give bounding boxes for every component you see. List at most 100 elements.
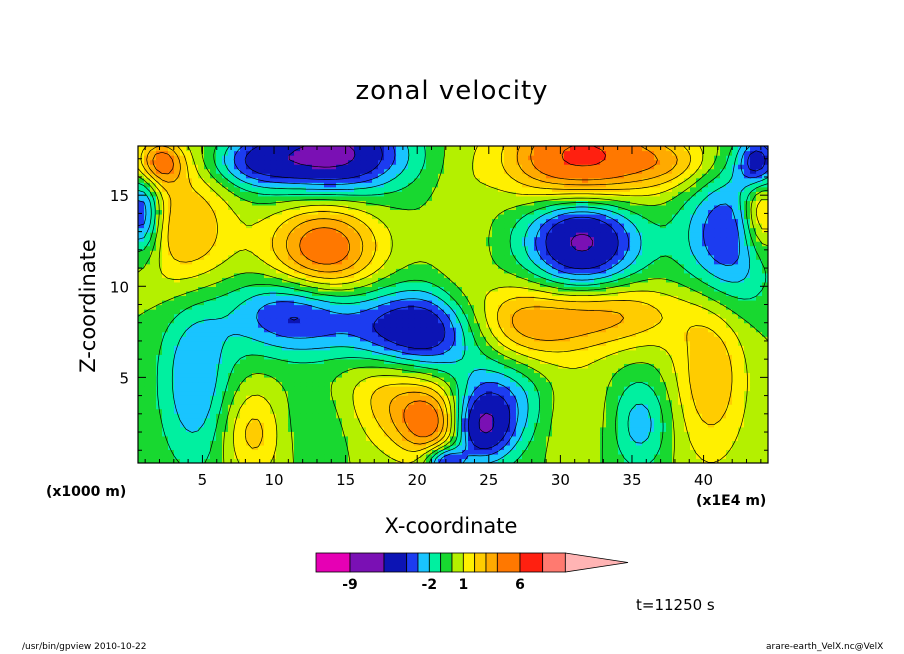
field-cell [660,268,667,274]
field-cell [306,404,313,410]
field-cell [480,417,487,423]
field-cell [444,367,451,374]
field-cell [738,322,745,328]
field-cell [210,449,217,455]
field-cell [360,340,367,346]
field-cell [282,340,289,346]
field-cell [384,340,391,346]
field-cell [750,444,757,451]
field-cell [666,358,673,364]
field-cell [276,354,283,360]
field-cell [354,336,361,342]
field-cell [690,277,697,283]
field-cell [498,372,505,378]
field-cell [288,417,295,423]
field-cell [324,309,331,315]
field-cell [324,295,331,301]
field-cell [528,453,535,460]
field-cell [450,295,457,301]
field-cell [138,458,145,463]
field-cell [582,354,589,360]
field-cell [330,349,337,355]
field-cell [546,363,553,369]
field-cell [672,376,679,383]
field-cell [624,422,631,428]
field-cell [510,453,517,460]
field-cell [600,390,607,396]
field-cell [738,367,745,374]
field-cell [600,358,607,364]
field-cell [204,277,211,283]
field-cell [222,304,229,310]
field-cell [744,444,751,451]
field-cell [174,363,181,369]
field-cell [522,417,529,423]
field-cell [144,281,151,287]
field-cell [570,453,577,460]
field-cell [738,331,745,337]
field-cell [306,336,313,342]
field-cell [312,277,319,283]
field-cell [366,295,373,301]
field-cell [564,250,571,256]
field-cell [504,304,511,310]
field-cell [492,331,499,337]
field-cell [228,358,235,364]
field-cell [288,395,295,401]
field-cell [432,340,439,346]
field-cell [258,304,265,310]
field-cell [612,390,619,396]
field-cell [336,304,343,310]
field-cell [720,336,727,342]
field-cell [336,331,343,337]
field-cell [456,331,463,337]
field-cell [762,417,768,423]
field-cell [222,363,229,369]
field-cell [726,290,733,297]
field-cell [762,272,768,278]
field-cell [330,268,337,274]
field-cell [306,372,313,378]
field-cell [222,453,229,460]
field-cell [636,299,643,306]
field-cell [282,444,289,451]
field-cell [690,318,697,324]
field-cell [372,458,379,463]
field-cell [282,426,289,432]
field-cell [486,281,493,287]
field-cell [516,299,523,306]
field-cell [612,435,619,441]
field-cell [702,386,709,392]
field-cell [756,268,763,274]
field-cell [552,386,559,392]
field-cell [372,413,379,419]
field-cell [408,250,415,256]
field-cell [732,290,739,297]
field-cell [348,331,355,337]
field-cell [510,245,517,251]
field-cell [738,309,745,315]
field-cell [504,444,511,451]
field-cell [540,313,547,319]
field-cell [210,376,217,383]
field-cell [318,381,325,387]
field-cell [246,304,253,310]
field-cell [720,259,727,265]
field-cell [756,367,763,374]
field-cell [306,431,313,437]
field-cell [318,399,325,405]
field-cell [324,268,331,274]
field-cell [534,331,541,337]
field-cell [534,250,541,256]
field-cell [300,272,307,278]
field-cell [210,336,217,342]
field-cell [174,413,181,419]
field-cell [600,367,607,374]
field-cell [540,376,547,383]
field-cell [162,295,169,301]
field-cell [192,331,199,337]
field-cell [636,313,643,319]
field-cell [672,349,679,355]
field-cell [642,358,649,364]
field-cell [690,367,697,374]
